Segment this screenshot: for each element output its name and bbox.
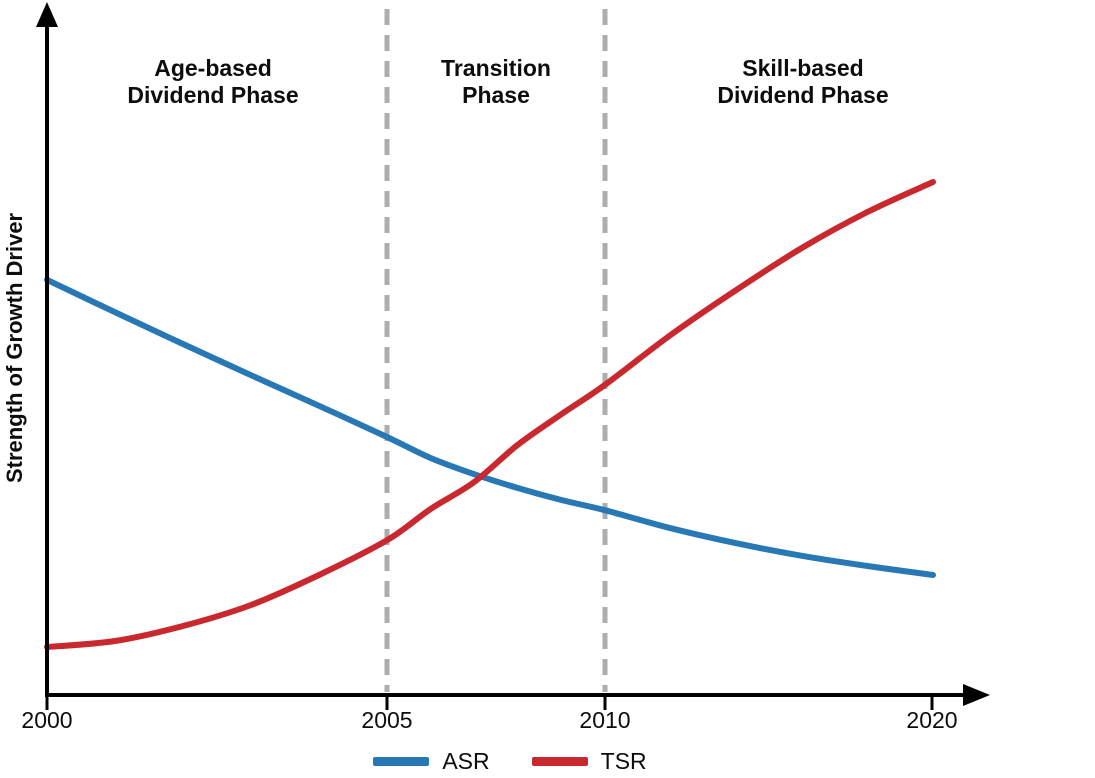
chart-legend: ASR TSR — [0, 746, 1020, 776]
x-tick-label-2005: 2005 — [361, 707, 413, 733]
x-tick-label-2000: 2000 — [21, 707, 73, 733]
phase-label-line: Age-based — [154, 55, 272, 81]
phase-label-line: Phase — [462, 82, 530, 108]
phase-label-line: Transition — [441, 55, 551, 81]
tsr-curve — [44, 179, 936, 650]
phase-label-line: Dividend Phase — [717, 82, 889, 108]
asr-curve — [44, 276, 936, 578]
legend-swatch-asr — [373, 756, 430, 766]
x-tick-label-2010: 2010 — [579, 707, 631, 733]
legend-label-tsr: TSR — [600, 747, 647, 774]
phase-label-transition: Transition Phase — [441, 55, 551, 109]
phase-label-age-based: Age-based Dividend Phase — [127, 55, 298, 109]
phase-label-line: Skill-based — [742, 55, 864, 81]
legend-swatch-tsr — [531, 756, 588, 766]
legend-label-asr: ASR — [442, 747, 490, 774]
x-axis-arrowhead — [963, 684, 990, 706]
y-axis-arrowhead — [36, 2, 58, 27]
legend-item-asr: ASR — [373, 747, 490, 774]
legend-item-tsr: TSR — [531, 747, 647, 774]
phase-label-skill-based: Skill-based Dividend Phase — [717, 55, 888, 109]
y-axis-title: Strength of Growth Driver — [2, 212, 27, 484]
phase-label-line: Dividend Phase — [127, 82, 299, 108]
x-tick-label-2020: 2020 — [906, 707, 958, 733]
